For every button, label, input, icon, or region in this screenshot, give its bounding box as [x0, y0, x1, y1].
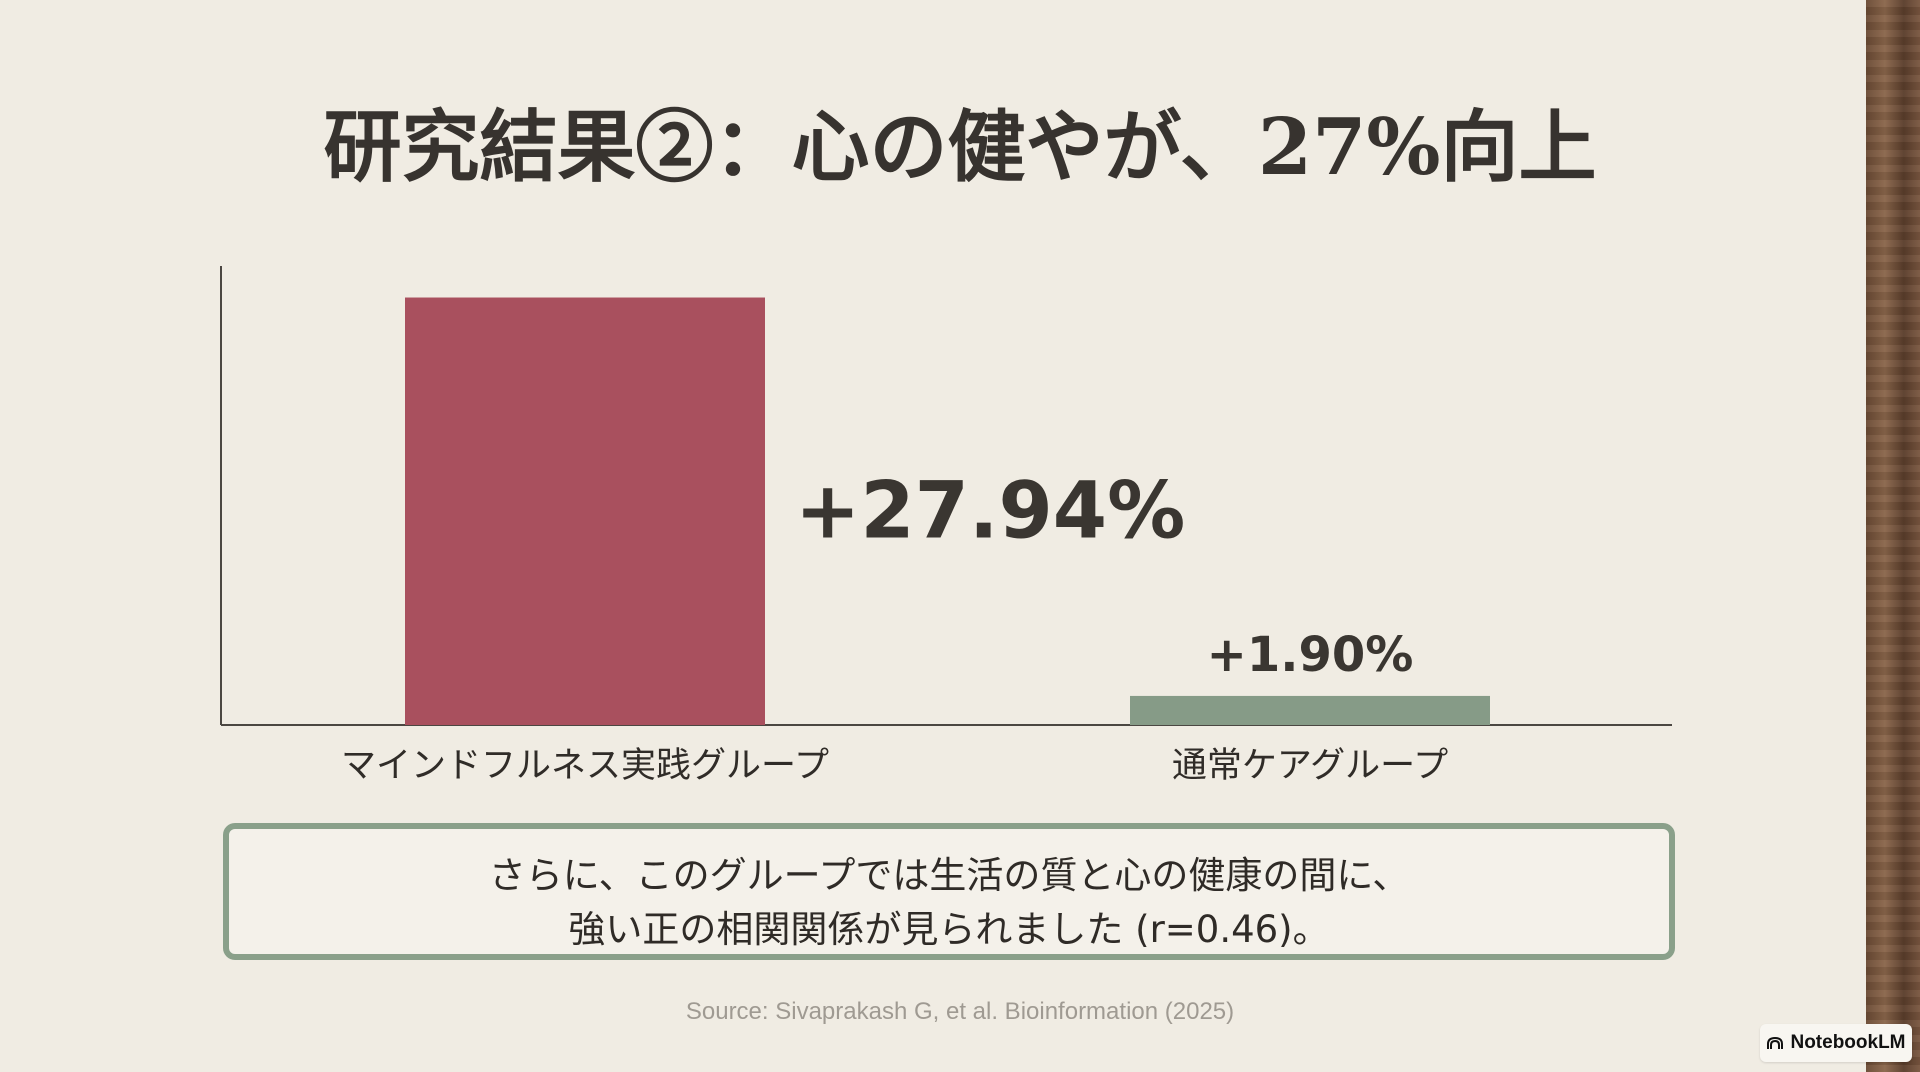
value-label-mindfulness: +27.94%: [795, 467, 1185, 557]
notebooklm-badge: NotebookLM: [1760, 1024, 1912, 1062]
slide-title: 研究結果②：心の健やが、27%向上: [323, 102, 1597, 193]
bar-mindfulness-group: [405, 297, 765, 725]
category-label-usual-care: 通常ケアグループ: [1172, 746, 1448, 786]
notebooklm-icon: [1767, 1036, 1784, 1049]
source-citation: Source: Sivaprakash G, et al. Bioinforma…: [685, 998, 1235, 1025]
value-label-usual-care: +1.90%: [1207, 627, 1414, 683]
result-note-box: さらに、このグループでは生活の質と心の健康の間に、 強い正の相関関係が見られまし…: [223, 823, 1675, 960]
category-label-mindfulness: マインドフルネス実践グループ: [341, 746, 829, 786]
wood-texture-edge: [1866, 0, 1920, 1072]
note-line-1: さらに、このグループでは生活の質と心の健康の間に、: [488, 854, 1410, 897]
note-line-2: 強い正の相関関係が見られました (r=0.46)。: [568, 908, 1330, 951]
brand-label: NotebookLM: [1790, 1032, 1906, 1053]
bar-usual-care-group: [1130, 695, 1490, 725]
